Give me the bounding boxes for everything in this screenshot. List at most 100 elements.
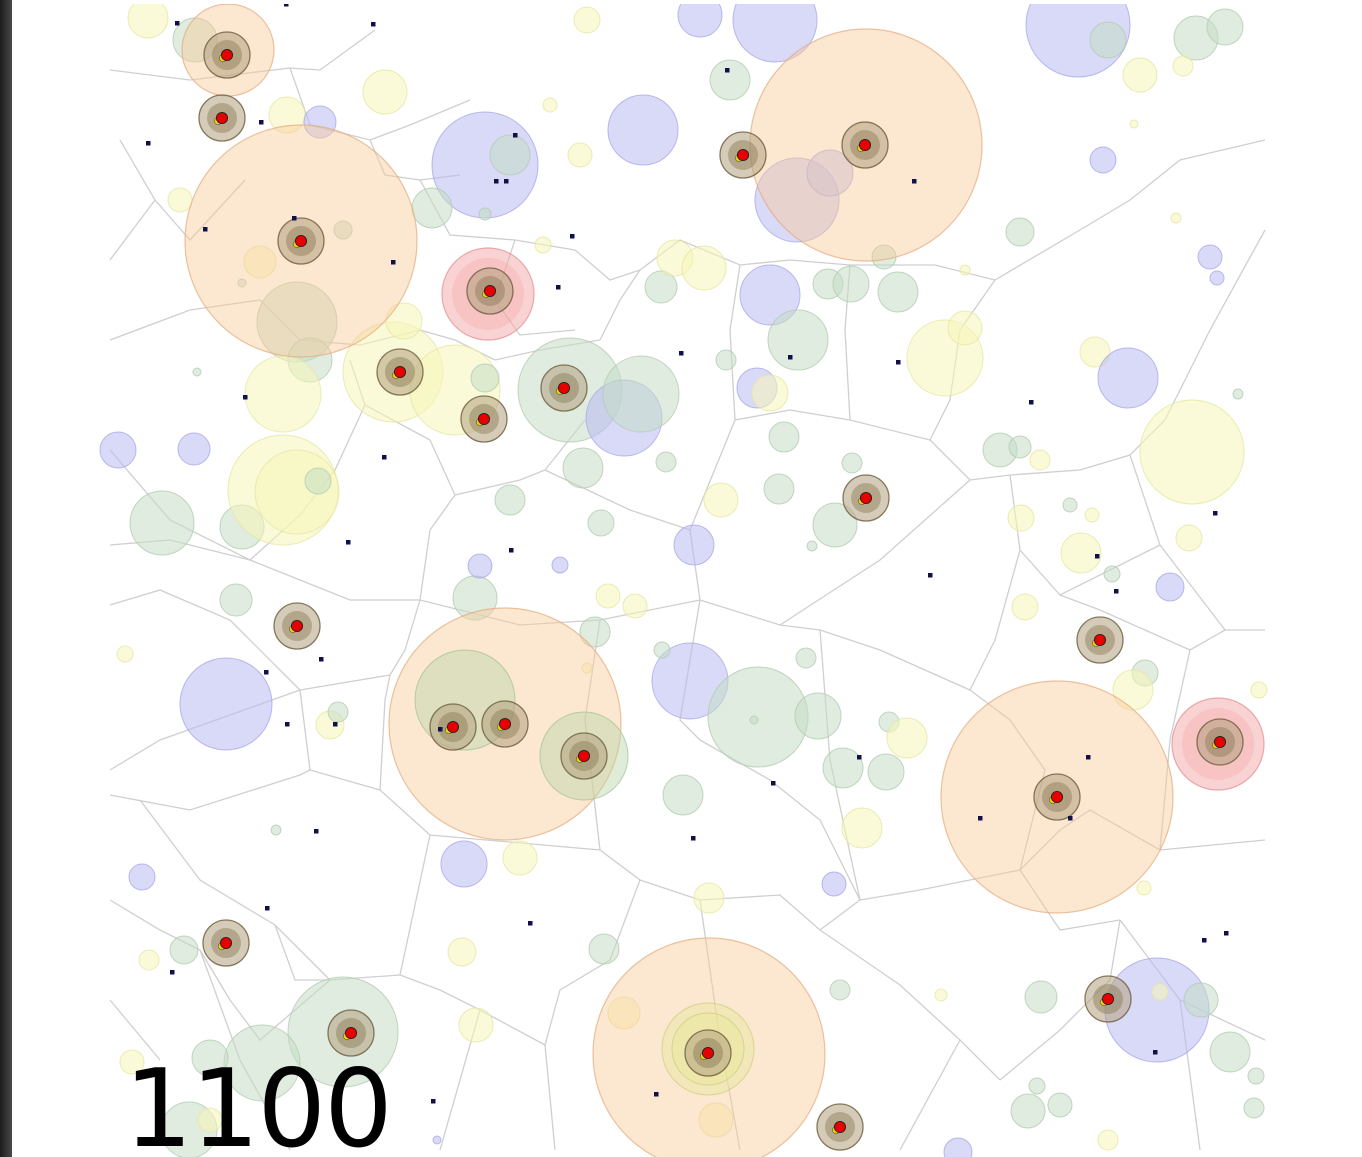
- particle-34: [1086, 755, 1091, 760]
- agent-8: [841, 121, 889, 169]
- voronoi-edge-47: [584, 619, 601, 851]
- resource-blob-70: [467, 553, 493, 579]
- agent-core: [220, 48, 234, 62]
- agent-core: [1213, 735, 1227, 749]
- agent-core: [344, 1026, 358, 1040]
- particle-40: [528, 921, 533, 926]
- voronoi-edge-43: [379, 674, 391, 791]
- particle-37: [314, 829, 319, 834]
- voronoi-edge-71: [899, 1039, 961, 1151]
- voronoi-edge-17: [729, 264, 741, 421]
- particle-15: [243, 395, 248, 400]
- particle-0: [175, 21, 180, 26]
- agent-19: [684, 1029, 732, 1077]
- particle-10: [203, 227, 208, 232]
- voronoi-edge-29: [454, 419, 586, 496]
- resource-blob-21: [411, 187, 453, 229]
- agent-core: [215, 111, 229, 125]
- resource-blob-154: [237, 278, 247, 288]
- particle-4: [259, 120, 264, 125]
- resource-blob-34: [534, 236, 552, 254]
- resource-blob-152: [542, 97, 558, 113]
- agent-11: [429, 703, 477, 751]
- agent-core: [290, 619, 304, 633]
- voronoi-edge-41: [299, 599, 421, 691]
- resource-blob-73: [622, 593, 648, 619]
- resource-blob-139: [943, 1137, 973, 1157]
- voronoi-edge-75: [109, 999, 161, 1061]
- agent-core: [833, 1120, 847, 1134]
- voronoi-edge-15: [599, 269, 641, 341]
- voronoi-edge-7: [574, 249, 641, 281]
- voronoi-edge-40: [109, 589, 301, 691]
- agent-core: [736, 148, 750, 162]
- particle-18: [788, 355, 793, 360]
- voronoi-edge-63: [819, 929, 1001, 1081]
- step-counter: 1100: [124, 1047, 393, 1157]
- resource-blob-96: [886, 717, 928, 759]
- voronoi-edge-57: [274, 924, 401, 981]
- resource-blob-87: [841, 452, 863, 474]
- resource-blob-10: [677, 4, 723, 38]
- particle-29: [285, 722, 290, 727]
- particle-38: [691, 836, 696, 841]
- resource-blob-35: [644, 270, 678, 304]
- particle-22: [509, 548, 514, 553]
- resource-blob-51: [1139, 399, 1245, 505]
- particle-21: [346, 540, 351, 545]
- resource-blob-22: [333, 220, 353, 240]
- resource-blob-65: [116, 645, 134, 663]
- resource-blob-49: [1079, 336, 1111, 368]
- resource-blob-39: [767, 309, 829, 371]
- particle-14: [556, 285, 561, 290]
- resource-blob-17: [1122, 57, 1158, 93]
- voronoi-edge-25: [1059, 594, 1226, 651]
- resource-blob-53: [1008, 435, 1032, 459]
- resource-blob-83: [715, 349, 737, 371]
- resource-blob-8: [607, 94, 679, 166]
- agent-1: [198, 94, 246, 142]
- resource-blob-128: [829, 979, 851, 1001]
- resource-blob-92: [795, 647, 817, 669]
- resource-blob-118: [588, 933, 620, 965]
- resource-blob-72: [595, 583, 621, 609]
- voronoi-edge-11: [109, 299, 261, 341]
- agent-16: [1033, 773, 1081, 821]
- resource-blob-7: [567, 142, 593, 168]
- resource-blob-100: [821, 871, 847, 897]
- resource-blob-68: [327, 701, 349, 723]
- agent-4: [376, 348, 424, 396]
- resource-blob-88: [806, 540, 818, 552]
- simulation-canvas: 1100: [12, 4, 1362, 1157]
- resource-blob-93: [822, 747, 864, 789]
- resource-blob-101: [1007, 504, 1035, 532]
- resource-blob-117: [502, 840, 538, 876]
- particle-2: [371, 22, 376, 27]
- resource-blob-116: [440, 840, 488, 888]
- resource-blob-86: [812, 502, 858, 548]
- resource-blob-131: [1183, 982, 1219, 1018]
- voronoi-edge-66: [999, 919, 1121, 1081]
- resource-blob-127: [432, 1135, 442, 1145]
- resource-blob-18: [1172, 55, 1194, 77]
- resource-blob-97: [841, 807, 883, 849]
- resource-blob-144: [934, 988, 948, 1002]
- resource-blob-99: [693, 882, 725, 914]
- voronoi-edge-0: [109, 29, 376, 81]
- resource-blob-2: [362, 69, 408, 115]
- agent-10: [273, 602, 321, 650]
- resource-blob-37: [681, 245, 727, 291]
- agent-core: [498, 717, 512, 731]
- resource-blob-3: [268, 96, 306, 134]
- agent-18: [327, 1009, 375, 1057]
- voronoi-edge-64: [1019, 869, 1121, 931]
- resource-blob-123: [191, 1039, 229, 1077]
- voronoi-edge-70: [544, 1044, 556, 1151]
- voronoi-edge-60: [544, 879, 641, 1046]
- resource-blob-64: [219, 583, 253, 617]
- voronoi-edge-34: [779, 624, 971, 691]
- particle-23: [928, 573, 933, 578]
- voronoi-edge-62: [819, 899, 861, 931]
- particle-36: [1068, 816, 1073, 821]
